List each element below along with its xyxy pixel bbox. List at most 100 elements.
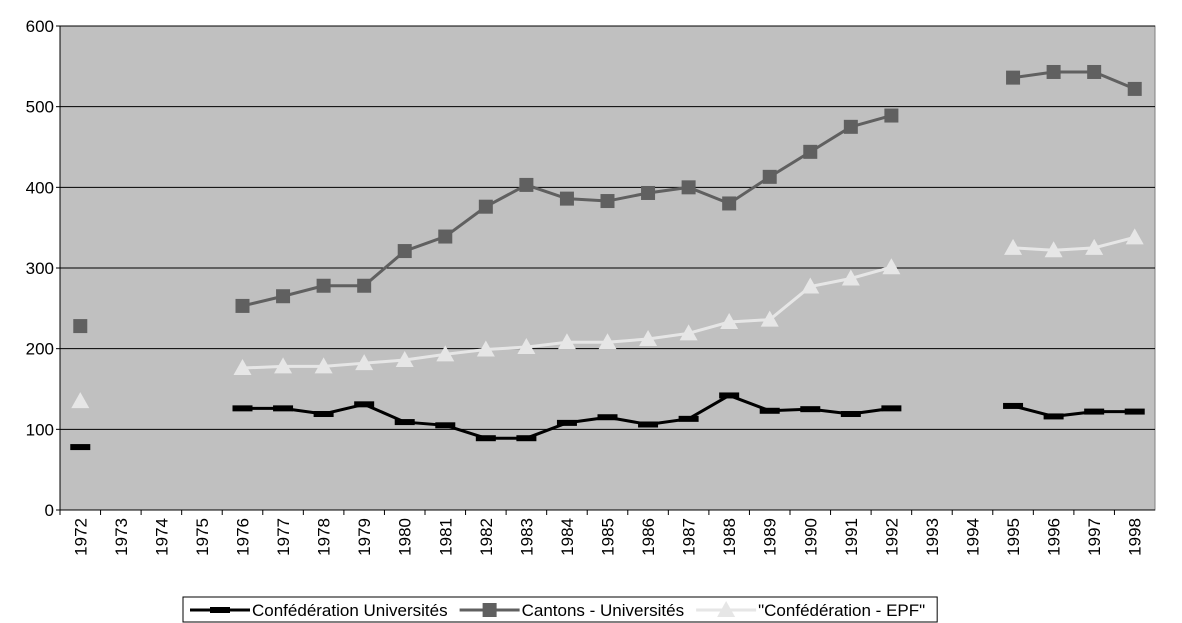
y-tick-label: 300	[26, 259, 54, 278]
marker	[717, 601, 736, 617]
marker	[1124, 408, 1145, 415]
marker	[638, 421, 659, 428]
marker	[800, 406, 821, 413]
marker	[316, 278, 331, 293]
marker	[801, 277, 820, 294]
marker	[678, 415, 699, 422]
y-tick-label: 0	[45, 501, 54, 520]
marker	[1044, 241, 1063, 258]
marker	[1087, 64, 1102, 79]
legend-label: "Confédération - EPF"	[758, 601, 925, 620]
marker	[679, 324, 698, 341]
x-tick-label: 1979	[355, 518, 374, 556]
x-tick-label: 1981	[436, 518, 455, 556]
x-tick-label: 1977	[274, 518, 293, 556]
marker	[313, 411, 334, 418]
x-tick-label: 1973	[112, 518, 131, 556]
marker	[70, 444, 91, 451]
marker	[840, 411, 861, 418]
marker	[274, 357, 293, 374]
marker	[598, 333, 617, 350]
x-tick-label: 1996	[1045, 518, 1064, 556]
marker	[881, 405, 902, 412]
marker	[354, 401, 375, 408]
marker	[720, 313, 739, 330]
x-tick-label: 1972	[71, 518, 90, 556]
x-tick-label: 1989	[761, 518, 780, 556]
legend: Confédération Universités Cantons - Unive…	[182, 596, 938, 623]
x-tick-label: 1995	[1004, 518, 1023, 556]
x-tick-label: 1983	[517, 518, 536, 556]
x-tick-label: 1986	[639, 518, 658, 556]
y-tick-label: 100	[26, 420, 54, 439]
x-tick-label: 1974	[152, 518, 171, 556]
x-tick-label: 1978	[315, 518, 334, 556]
marker	[1004, 238, 1023, 255]
marker	[557, 333, 576, 350]
marker	[397, 244, 412, 259]
x-tick-label: 1994	[964, 518, 983, 556]
marker	[1085, 238, 1104, 255]
x-tick-label: 1993	[923, 518, 942, 556]
marker	[722, 196, 737, 211]
marker	[1125, 228, 1144, 245]
legend-label: Cantons - Universités	[522, 601, 685, 620]
marker	[760, 310, 779, 327]
marker	[1006, 70, 1021, 85]
legend-box	[182, 596, 938, 623]
marker	[476, 340, 495, 357]
x-tick-label: 1975	[193, 518, 212, 556]
marker	[1084, 408, 1105, 415]
marker	[639, 329, 658, 346]
marker	[436, 345, 455, 362]
x-tick-label: 1984	[558, 518, 577, 556]
marker	[517, 338, 536, 355]
marker	[357, 278, 372, 293]
x-tick-label: 1980	[396, 518, 415, 556]
marker	[843, 119, 858, 134]
marker	[314, 357, 333, 374]
marker	[482, 603, 497, 617]
marker	[882, 258, 901, 275]
marker	[841, 269, 860, 286]
y-tick-label: 200	[26, 340, 54, 359]
marker	[719, 392, 740, 399]
marker	[681, 180, 696, 195]
legend-label: Confédération Universités	[252, 601, 448, 620]
marker	[759, 407, 780, 414]
marker	[276, 289, 291, 304]
marker	[1043, 413, 1064, 420]
x-tick-label: 1976	[234, 518, 253, 556]
marker	[559, 191, 574, 206]
marker	[884, 108, 899, 123]
marker	[1127, 81, 1142, 96]
x-tick-label: 1987	[680, 518, 699, 556]
marker	[1046, 64, 1061, 79]
marker	[71, 392, 90, 409]
marker	[641, 185, 656, 200]
marker	[803, 144, 818, 159]
marker	[232, 405, 253, 412]
y-tick-label: 400	[26, 178, 54, 197]
marker	[516, 435, 537, 442]
marker	[1003, 402, 1024, 409]
x-tick-label: 1985	[599, 518, 618, 556]
marker	[597, 414, 618, 421]
x-tick-label: 1997	[1085, 518, 1104, 556]
marker	[233, 359, 252, 376]
marker	[355, 354, 374, 371]
marker	[73, 319, 88, 334]
x-tick-label: 1991	[842, 518, 861, 556]
marker	[475, 435, 496, 442]
marker	[395, 350, 414, 367]
marker	[600, 194, 615, 209]
marker	[394, 419, 415, 426]
x-tick-label: 1992	[882, 518, 901, 556]
x-tick-label: 1988	[720, 518, 739, 556]
marker	[273, 405, 294, 412]
marker	[519, 177, 534, 192]
y-tick-label: 600	[26, 17, 54, 36]
marker	[438, 229, 453, 244]
marker	[435, 422, 456, 429]
